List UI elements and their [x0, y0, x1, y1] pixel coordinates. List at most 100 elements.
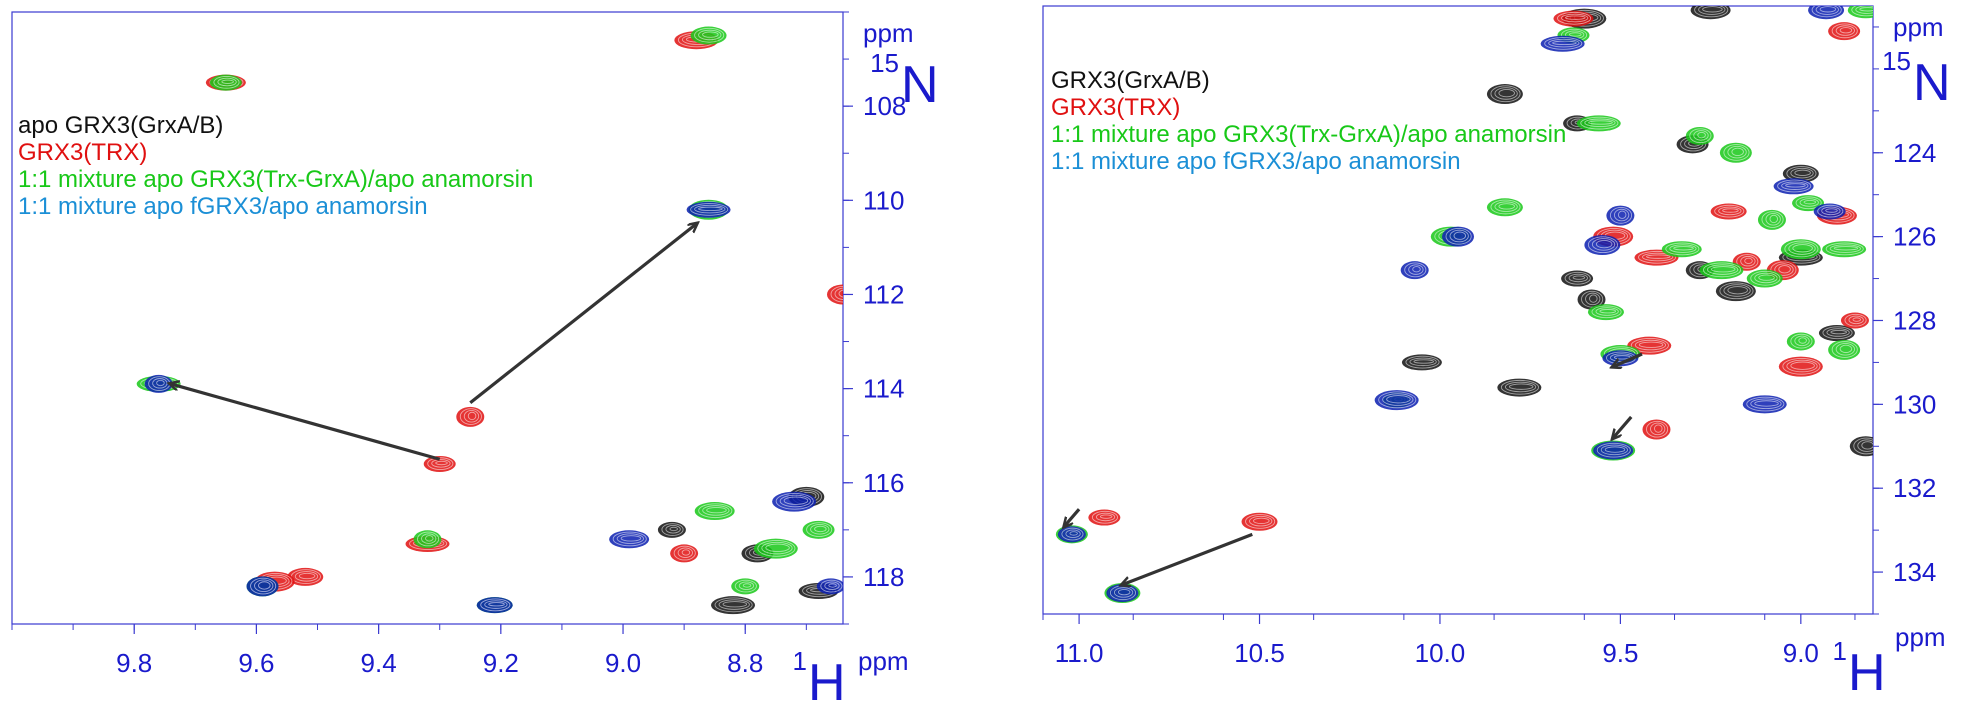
shift-arrow — [171, 384, 441, 461]
x-axis-unit: ppm — [1895, 622, 1946, 652]
x-tick-label: 10.0 — [1415, 638, 1466, 668]
peak-red — [1778, 356, 1823, 377]
y-tick-label: 112 — [863, 279, 904, 309]
y-tick-label: 128 — [1893, 305, 1936, 335]
shift-arrow — [1122, 532, 1253, 584]
y-axis-unit: ppm — [1893, 12, 1944, 42]
peak-blue — [1106, 584, 1139, 603]
x-tick-label: 9.0 — [1783, 638, 1819, 668]
y-tick-label: 110 — [863, 185, 904, 215]
peak-green — [209, 74, 242, 91]
y-tick-label: 132 — [1893, 473, 1936, 503]
peak-blue — [609, 530, 650, 549]
peak-blue — [246, 576, 279, 597]
peak-green — [1780, 239, 1821, 260]
legend-entry: apo GRX3(GrxA/B) — [18, 112, 223, 139]
series-black — [1401, 6, 1873, 457]
peak-blue — [686, 201, 731, 218]
y-axis-nucleus-sup: 15 — [870, 48, 899, 78]
y-tick-label: 124 — [1893, 138, 1936, 168]
peak-green — [413, 530, 442, 549]
peak-blue — [1442, 226, 1474, 247]
series-green — [136, 26, 835, 614]
peak-black — [1486, 84, 1523, 105]
legend-entry: 1:1 mixture apo GRX3(Trx-GrxA)/apo anamo… — [1051, 121, 1566, 148]
peak-blue — [144, 374, 173, 393]
plot-frame — [1042, 5, 1874, 615]
legend-entry: GRX3(TRX) — [1051, 94, 1180, 121]
y-axis-nucleus: N — [1913, 54, 1951, 112]
peak-black — [1497, 378, 1542, 397]
peak-blue — [1813, 203, 1846, 220]
peak-red — [1241, 512, 1278, 531]
peak-blue — [1540, 35, 1585, 52]
shift-arrow — [1613, 415, 1633, 438]
peak-blue — [476, 597, 513, 614]
peak-green — [1757, 209, 1786, 230]
peak-black — [1690, 6, 1731, 20]
peak-green — [1699, 261, 1744, 280]
shift-arrow — [1065, 508, 1081, 526]
peak-green — [1719, 142, 1752, 163]
y-tick-label: 116 — [863, 468, 904, 498]
peak-red — [1840, 312, 1869, 329]
series-blue — [144, 201, 843, 614]
peak-blue — [772, 491, 817, 512]
peak-red — [1553, 10, 1594, 27]
x-tick-label: 10.5 — [1234, 638, 1285, 668]
x-axis-nucleus: H — [1848, 644, 1886, 702]
peak-blue — [1584, 235, 1621, 256]
peak-blue — [1593, 441, 1634, 460]
y-tick-label: 130 — [1893, 389, 1936, 419]
legend-entry: 1:1 mixture apo fGRX3/apo anamorsin — [18, 193, 428, 220]
x-axis-nucleus-sup: 1 — [1833, 636, 1847, 666]
legend-entry: GRX3(GrxA/B) — [1051, 67, 1210, 94]
peak-red — [423, 455, 456, 472]
series-red — [205, 31, 843, 592]
peak-blue — [1400, 261, 1429, 280]
x-axis-nucleus-sup: 1 — [793, 646, 807, 676]
peak-black — [1715, 281, 1756, 302]
peak-red — [1710, 203, 1747, 220]
peak-green — [690, 26, 727, 45]
peak-black — [711, 596, 756, 615]
peak-red — [1828, 22, 1861, 41]
peak-red — [670, 544, 699, 563]
y-tick-label: 108 — [863, 91, 906, 121]
nmr-panel-2: 11.0 10.5 10.0 9.5 9.0 124 126 128 130 132 134 ppm 1… — [1042, 5, 1951, 702]
peak-black — [657, 521, 686, 538]
x-tick-label: 11.0 — [1055, 638, 1104, 668]
peak-black — [1818, 325, 1855, 342]
peak-blue — [1374, 390, 1419, 411]
peak-black — [1401, 354, 1442, 371]
peak-green — [1587, 304, 1624, 321]
peak-red — [1088, 509, 1121, 526]
peak-blue — [1606, 205, 1635, 226]
y-tick-label: 126 — [1893, 222, 1936, 252]
peak-blue — [1808, 6, 1845, 20]
peak-green — [1746, 269, 1783, 288]
peak-green — [1685, 126, 1714, 145]
peak-green — [731, 578, 760, 595]
peak-green — [1661, 241, 1702, 258]
peak-red — [1642, 419, 1671, 440]
peak-red — [827, 284, 843, 305]
peak-green — [802, 520, 835, 539]
y-axis-unit: ppm — [863, 18, 914, 48]
peak-blue — [816, 578, 843, 595]
peak-green — [1822, 241, 1867, 258]
plot-frame — [11, 11, 844, 625]
x-tick-label: 9.5 — [1602, 638, 1638, 668]
y-tick-label: 134 — [1893, 557, 1936, 587]
peak-blue — [1057, 526, 1086, 543]
legend-entry: 1:1 mixture apo GRX3(Trx-GrxA)/apo anamo… — [18, 166, 533, 193]
peak-red — [456, 406, 485, 427]
peak-black — [1561, 270, 1594, 287]
peaks-layer — [136, 26, 843, 615]
x-tick-label: 9.8 — [116, 648, 152, 678]
shift-arrow — [469, 224, 696, 404]
legend-entry: GRX3(TRX) — [18, 139, 147, 166]
series-blue — [1057, 6, 1846, 603]
legend-entry: 1:1 mixture apo fGRX3/apo anamorsin — [1051, 148, 1461, 175]
